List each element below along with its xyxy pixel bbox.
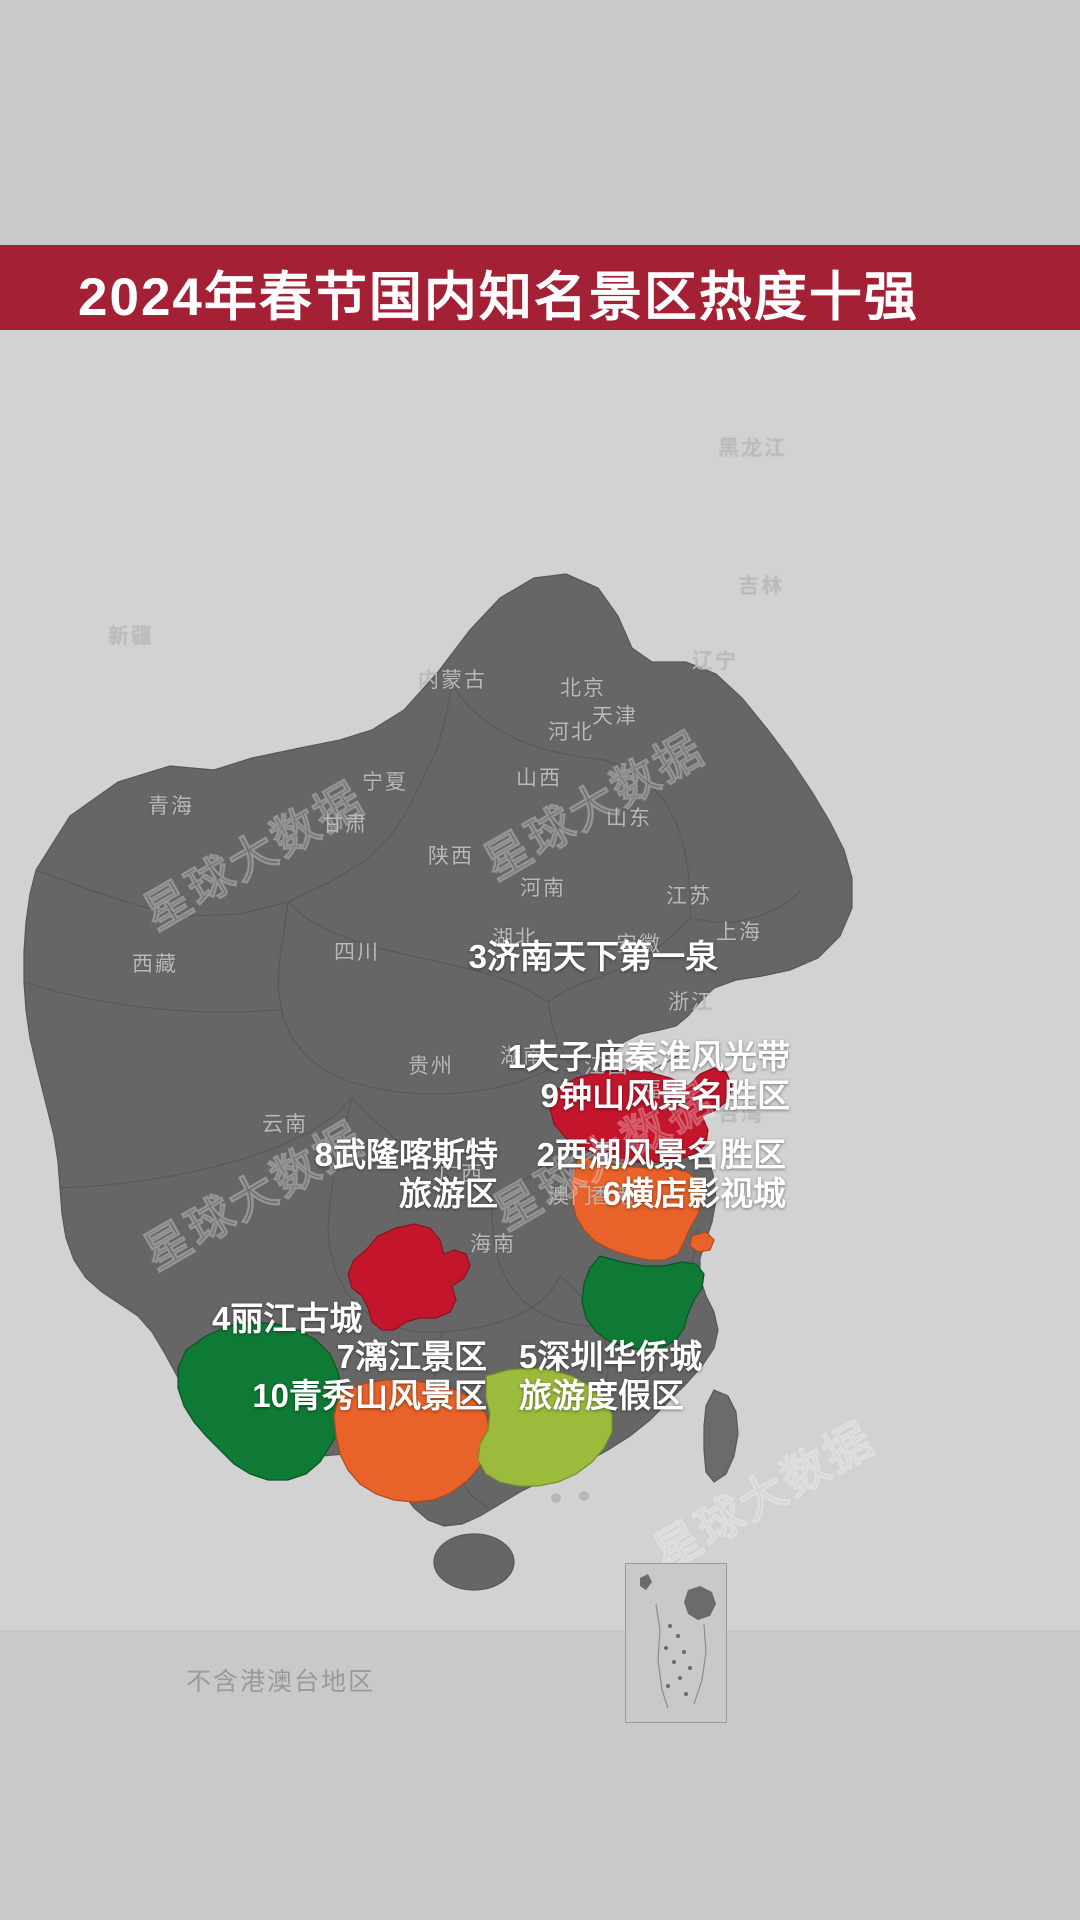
province-label: 贵州: [408, 1055, 454, 1078]
label-shenzhen: 5深圳华侨城 旅游度假区: [519, 1338, 702, 1416]
china-map: .land{fill:#666666;stroke:#575757;stroke…: [0, 330, 1080, 1723]
province-label: 广西: [438, 1163, 484, 1186]
province-label: 台湾: [718, 1103, 764, 1126]
page-title: 2024年春节国内知名景区热度十强: [78, 267, 919, 327]
province-label: 北京: [560, 677, 606, 700]
highlight-guangxi: [333, 1379, 491, 1503]
province-label: 福建: [640, 1079, 686, 1102]
taiwan-island: [703, 1389, 739, 1483]
china-map-svg: .land{fill:#666666;stroke:#575757;stroke…: [0, 330, 1080, 1630]
spot-label-line: 5深圳华侨城: [519, 1338, 703, 1375]
province-label: 山西: [516, 767, 562, 790]
highlight-yunnan: [177, 1321, 345, 1481]
spot-label-line: 3济南天下第一泉: [468, 938, 718, 975]
province-label: 云南: [262, 1113, 308, 1136]
label-jinan: 3济南天下第一泉: [469, 938, 718, 977]
spot-label-line: 7漓江景区: [336, 1338, 487, 1375]
spot-label-line: 9钟山风景名胜区: [540, 1076, 790, 1114]
spot-label-line: 6横店影视城: [602, 1174, 786, 1212]
province-label: 安徽: [616, 933, 662, 956]
province-label: 江苏: [666, 885, 712, 908]
spot-label-line: 1夫子庙秦淮风光带: [507, 1038, 790, 1075]
label-hangzhou: 2西湖风景名胜区 6横店影视城: [537, 1136, 786, 1214]
label-guilin: 7漓江景区 10青秀山风景区: [252, 1338, 487, 1416]
province-label: 辽宁: [692, 650, 738, 673]
label-nanjing: 1夫子庙秦淮风光带 9钟山风景名胜区: [508, 1038, 790, 1116]
footer-note: 不含港澳台地区: [186, 1668, 376, 1696]
province-label: 甘肃: [322, 813, 368, 836]
province-label: 陕西: [428, 845, 474, 868]
highlight-chongqing: [347, 1223, 471, 1331]
province-label: 山东: [606, 807, 652, 830]
province-label: 浙江: [668, 991, 714, 1014]
spot-label-line: 4丽江古城: [212, 1300, 363, 1337]
highlight-jiangsu: [571, 1155, 703, 1261]
province-label: 河南: [520, 877, 566, 900]
province-label: 西藏: [132, 953, 178, 976]
south-china-sea-inset: [625, 1563, 727, 1723]
spot-label-line: 8武隆喀斯特: [314, 1136, 498, 1173]
province-label: 海南: [470, 1233, 516, 1256]
province-label: 新疆: [108, 625, 154, 648]
highlight-shandong: [549, 1067, 733, 1163]
province-label: 河北: [548, 721, 594, 744]
highlight-guangdong: [477, 1367, 613, 1487]
hainan-island: [433, 1533, 515, 1591]
title-banner: 2024年春节国内知名景区热度十强: [0, 245, 1080, 340]
spot-label-line: 10青秀山风景区: [252, 1376, 487, 1414]
label-lijiang: 4丽江古城: [212, 1300, 362, 1339]
province-label: 澳门: [548, 1185, 594, 1208]
province-label: 江西: [584, 1055, 630, 1078]
province-label: 天津: [592, 705, 638, 728]
province-label: 四川: [334, 941, 380, 964]
highlight-shanghai: [689, 1231, 715, 1253]
inset-svg: [640, 1574, 716, 1709]
hk-macau-dots: [551, 1491, 589, 1503]
spot-label-line: 旅游区: [399, 1174, 498, 1212]
label-wulong: 8武隆喀斯特 旅游区: [315, 1136, 498, 1214]
province-label: 黑龙江: [718, 437, 787, 460]
spot-label-line: 2西湖风景名胜区: [536, 1136, 786, 1173]
province-label: 湖北: [492, 927, 538, 950]
spot-label-line: 旅游度假区: [519, 1376, 684, 1414]
highlight-zhejiang: [581, 1255, 705, 1351]
province-label: 吉林: [738, 575, 784, 598]
province-label: 宁夏: [362, 771, 408, 794]
province-label: 青海: [148, 795, 194, 818]
province-label: 湖南: [500, 1045, 546, 1068]
province-label: 广东: [570, 1139, 616, 1162]
province-label: 香港: [590, 1185, 636, 1208]
province-label: 上海: [716, 921, 762, 944]
province-label: 内蒙古: [418, 669, 487, 692]
